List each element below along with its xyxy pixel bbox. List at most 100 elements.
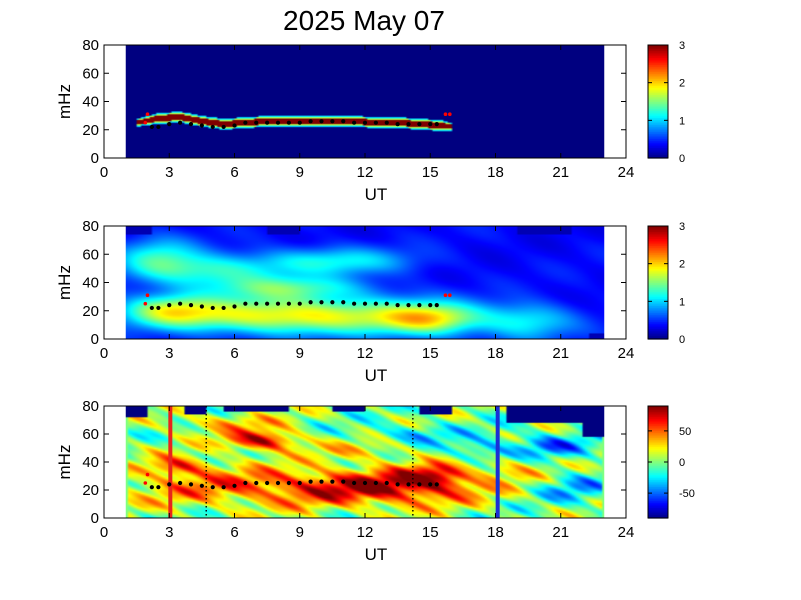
peak-dot <box>221 305 226 311</box>
peak-dot <box>434 303 439 308</box>
peak-dot <box>330 479 335 484</box>
peak-dot <box>384 301 389 306</box>
x-tick-label: 9 <box>296 345 304 362</box>
peak-dot <box>149 124 154 130</box>
colorbar-cell <box>648 135 668 138</box>
peak-dot <box>352 301 357 306</box>
x-tick-label: 0 <box>100 345 108 362</box>
colorbar-cell <box>648 289 668 292</box>
colorbar-cell <box>648 280 668 284</box>
peak-dot <box>362 301 368 306</box>
colorbar-cell <box>648 512 668 516</box>
colorbar-cell <box>648 286 668 289</box>
colorbar-cell <box>648 55 668 58</box>
colorbar-cell <box>648 78 668 81</box>
colorbar-cell <box>648 124 668 127</box>
peak-dot <box>167 122 172 127</box>
peak-dot <box>341 119 346 124</box>
colorbar-cell <box>648 465 668 468</box>
peak-dot <box>188 482 194 487</box>
colorbar-cell <box>648 140 668 143</box>
colorbar-cell <box>648 226 668 229</box>
colorbar-cell <box>648 312 668 315</box>
colorbar-tick-label: -50 <box>679 488 695 500</box>
x-tick-label: 24 <box>618 345 635 362</box>
colorbar-cell <box>648 71 668 74</box>
peak-dot <box>156 124 161 130</box>
y-tick-label: 40 <box>82 94 99 111</box>
x-tick-label: 12 <box>357 524 374 541</box>
peak-dot <box>178 120 183 125</box>
colorbar-cell <box>648 115 668 118</box>
colorbar-cell <box>648 263 668 266</box>
colorbar-cell <box>648 143 668 147</box>
colorbar-cell <box>648 294 668 298</box>
colorbar-cell <box>648 257 668 261</box>
colorbar-cell <box>648 300 668 303</box>
colorbar-tick-label: 3 <box>679 40 685 52</box>
colorbar-cell <box>648 150 668 154</box>
colorbar-cell <box>648 514 668 517</box>
x-tick-label: 3 <box>165 524 173 541</box>
peak-dot <box>352 120 357 125</box>
peak-dot <box>243 301 248 306</box>
colorbar-cell <box>648 238 668 241</box>
colorbar-cell <box>648 430 668 433</box>
peak-dot <box>232 123 237 128</box>
colorbar-cell <box>648 423 668 426</box>
colorbar-cell <box>648 227 668 231</box>
colorbar-cell <box>648 89 668 92</box>
colorbar-cell <box>648 462 668 465</box>
colorbar-cell <box>648 310 668 314</box>
colorbar-cell <box>648 117 668 120</box>
colorbar-cell <box>648 282 668 285</box>
colorbar-frame <box>647 225 669 340</box>
colorbar-cell <box>648 152 668 156</box>
x-tick-label: 6 <box>230 345 238 362</box>
peak-dot <box>178 480 183 486</box>
colorbar-cell <box>648 69 668 73</box>
colorbar-tick-label: 50 <box>679 426 691 438</box>
peak-dot <box>178 301 183 306</box>
colorbar-cell <box>648 444 668 447</box>
colorbar-cell <box>648 502 668 505</box>
colorbar-cell <box>648 149 668 152</box>
colorbar-cell <box>648 243 668 247</box>
peak-dot <box>434 122 439 127</box>
colorbar-cell <box>648 458 668 461</box>
peak-dot <box>373 120 378 125</box>
peak-dot-red <box>443 112 448 117</box>
colorbar-cell <box>648 113 668 117</box>
colorbar-cell <box>648 472 668 475</box>
colorbar-cell <box>648 323 668 326</box>
peak-dot <box>232 483 237 488</box>
peak-dot <box>406 303 411 308</box>
colorbar-cell <box>648 448 668 451</box>
colorbar-cell <box>648 321 668 324</box>
chart-title: 2025 May 07 <box>283 5 445 36</box>
colorbar-cell <box>648 328 668 331</box>
peak-dot <box>395 482 400 487</box>
x-tick-label: 12 <box>357 164 374 181</box>
colorbar-cell <box>648 76 668 80</box>
colorbar-cell <box>648 437 668 440</box>
peak-dot <box>286 120 291 125</box>
colorbar-cell <box>648 277 668 280</box>
colorbar-cell <box>648 413 668 416</box>
colorbar-cell <box>648 112 668 115</box>
colorbar-cell <box>648 122 668 126</box>
colorbar-cell <box>648 136 668 140</box>
colorbar-cell <box>648 275 668 278</box>
colorbar-cell <box>648 110 668 113</box>
colorbar-cell <box>648 293 668 296</box>
y-tick-label: 60 <box>82 246 99 263</box>
colorbar-cell <box>648 479 668 482</box>
peak-dot <box>265 120 270 125</box>
peak-dot <box>308 300 313 305</box>
y-tick-label: 0 <box>91 331 99 348</box>
y-tick-label: 80 <box>82 37 99 54</box>
peak-dot <box>352 480 357 486</box>
colorbar-cell <box>648 248 668 252</box>
x-axis-label: UT <box>365 366 388 385</box>
colorbar-cell <box>648 435 668 439</box>
